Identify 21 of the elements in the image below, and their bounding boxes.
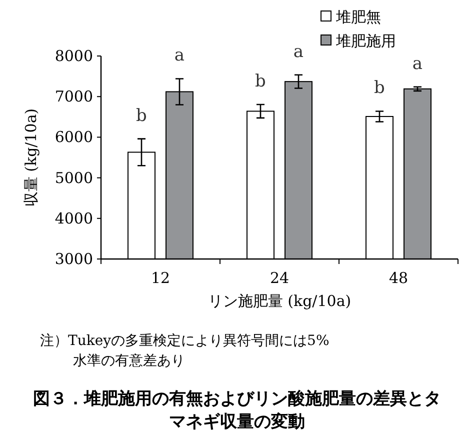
legend-label: 堆肥無 — [335, 8, 381, 26]
x-tick-label: 24 — [270, 269, 290, 287]
y-tick-label: 4000 — [54, 209, 93, 228]
y-axis-title: 収量 (kg/10a) — [22, 108, 40, 207]
y-tick-label: 3000 — [54, 250, 93, 268]
legend-label: 堆肥施用 — [335, 32, 396, 50]
annotation: a — [174, 46, 185, 66]
annotation: b — [255, 72, 266, 92]
annotation: b — [136, 106, 148, 126]
annotation: b — [374, 78, 386, 98]
x-tick-label: 12 — [150, 269, 170, 287]
y-tick-label: 5000 — [54, 168, 93, 187]
x-axis-title: リン施肥量 (kg/10a) — [208, 292, 352, 310]
y-tick-label: 7000 — [54, 88, 93, 106]
x-tick-label: 48 — [388, 269, 408, 287]
text: 図３．堆肥施用の有無およびリン酸施肥量の差異とタマネギ収量の変動 — [33, 389, 441, 432]
annotation: a — [412, 54, 423, 74]
annotation: a — [293, 42, 304, 62]
y-tick-label: 6000 — [54, 128, 93, 146]
y-tick-label: 8000 — [54, 47, 93, 65]
text: 注）Tukeyの多重検定により異符号間には5%水準の有意差あり — [40, 333, 330, 369]
